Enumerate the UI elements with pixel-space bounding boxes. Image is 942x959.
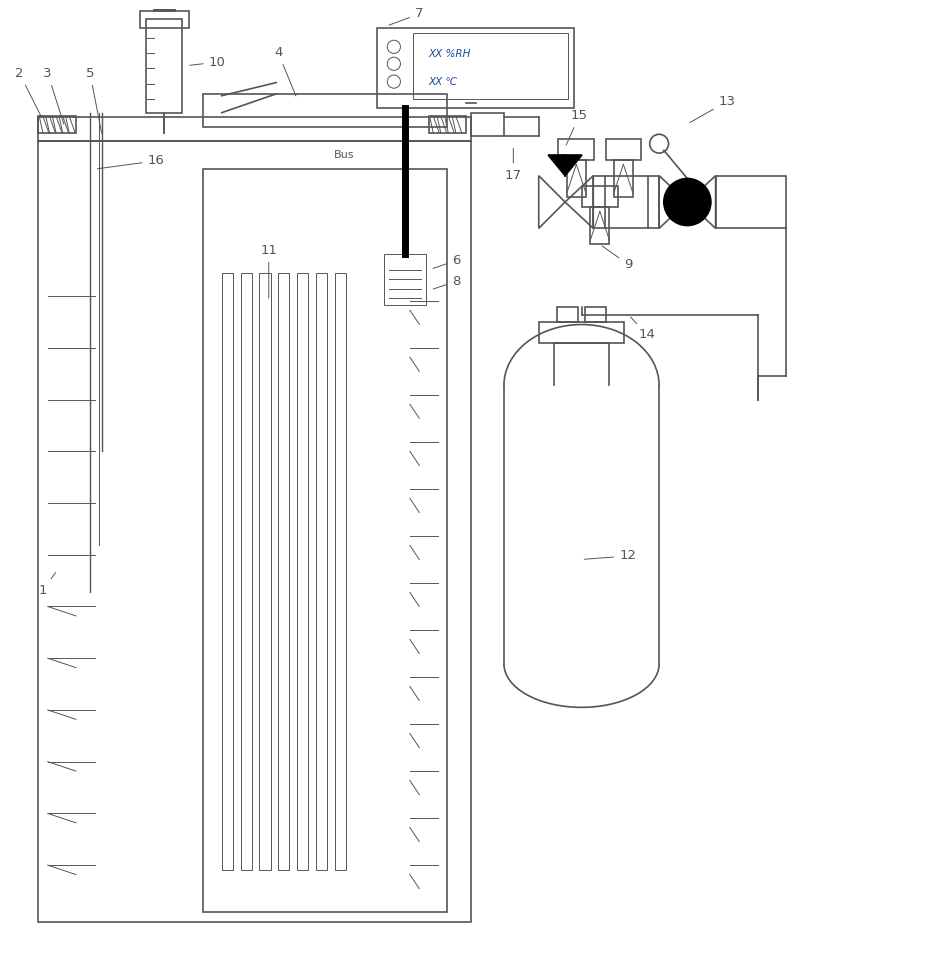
Text: XX %RH: XX %RH bbox=[429, 49, 471, 59]
Bar bbox=[559, 139, 594, 160]
Text: 1: 1 bbox=[39, 573, 56, 596]
Text: 14: 14 bbox=[630, 316, 656, 341]
Text: 3: 3 bbox=[43, 67, 64, 124]
Text: Bus: Bus bbox=[333, 150, 354, 160]
Bar bbox=[567, 160, 586, 198]
Bar bbox=[413, 33, 568, 99]
Text: 7: 7 bbox=[389, 8, 424, 25]
Text: 5: 5 bbox=[86, 67, 102, 133]
Polygon shape bbox=[548, 155, 582, 175]
Bar bbox=[39, 141, 471, 922]
Text: 2: 2 bbox=[15, 67, 41, 118]
Text: XX ℃: XX ℃ bbox=[429, 77, 458, 86]
Text: 4: 4 bbox=[274, 46, 296, 96]
Bar bbox=[203, 94, 447, 127]
Text: 12: 12 bbox=[584, 550, 636, 562]
Bar bbox=[39, 116, 76, 133]
Bar bbox=[606, 139, 642, 160]
Bar bbox=[39, 117, 471, 141]
Bar bbox=[154, 0, 174, 12]
Text: 6: 6 bbox=[433, 254, 460, 269]
Bar bbox=[585, 308, 606, 322]
Bar bbox=[259, 272, 270, 870]
Bar bbox=[203, 169, 447, 912]
Bar bbox=[539, 322, 625, 343]
Text: 13: 13 bbox=[690, 95, 736, 123]
Bar bbox=[140, 12, 188, 28]
Bar bbox=[614, 160, 633, 198]
Bar bbox=[591, 207, 609, 245]
Bar bbox=[716, 175, 787, 228]
Text: 16: 16 bbox=[98, 154, 164, 169]
Bar bbox=[648, 175, 659, 228]
Bar bbox=[593, 175, 605, 228]
Bar bbox=[429, 116, 466, 133]
Bar bbox=[221, 272, 233, 870]
Bar bbox=[582, 186, 618, 207]
Bar bbox=[147, 18, 182, 112]
Bar bbox=[297, 272, 308, 870]
Bar bbox=[334, 272, 346, 870]
Bar bbox=[316, 272, 327, 870]
Bar bbox=[278, 272, 289, 870]
Text: 8: 8 bbox=[433, 275, 460, 289]
Circle shape bbox=[664, 178, 711, 225]
Bar bbox=[557, 308, 577, 322]
Text: 15: 15 bbox=[566, 109, 588, 145]
Text: 10: 10 bbox=[189, 56, 225, 69]
Text: 17: 17 bbox=[505, 149, 522, 181]
Bar bbox=[471, 112, 504, 136]
Bar bbox=[384, 254, 426, 306]
Bar bbox=[377, 28, 575, 108]
Text: 9: 9 bbox=[602, 246, 632, 270]
Text: 11: 11 bbox=[260, 244, 277, 298]
Bar bbox=[240, 272, 252, 870]
